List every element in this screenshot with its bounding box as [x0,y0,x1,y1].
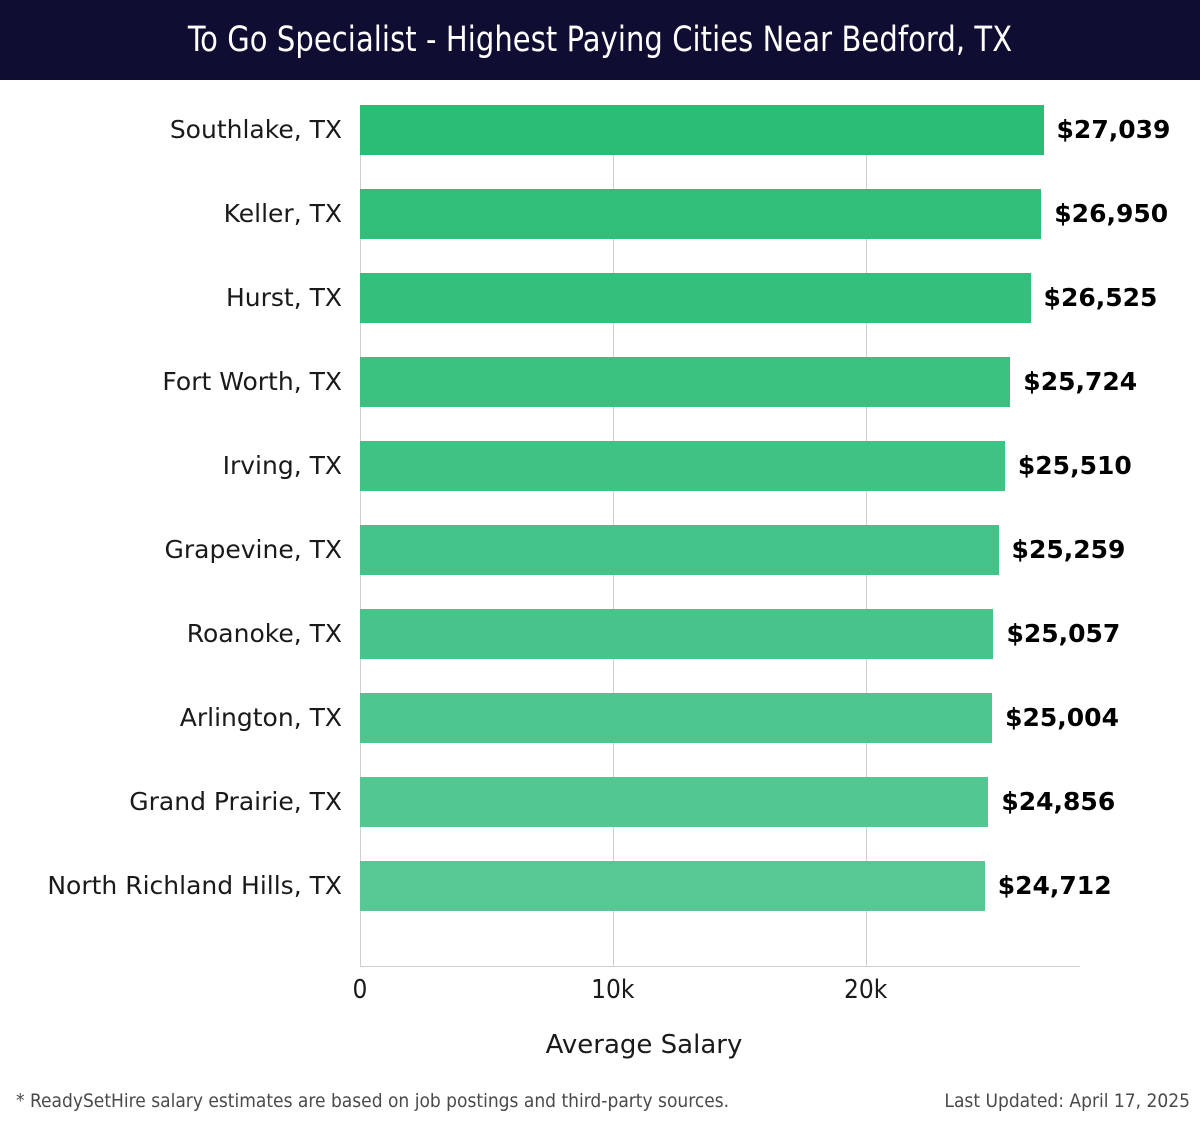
x-tick-label: 20k [843,975,888,1005]
bar-category-label: Grapevine, TX [164,535,342,564]
bar-value-label: $26,525 [1043,283,1158,312]
bar-chart: Southlake, TX $27,039 Keller, TX $26,950 Hur… [0,80,1200,1060]
bar-value-label: $27,039 [1056,115,1171,144]
bar-value-label: $25,004 [1005,703,1119,732]
footnote-text: * ReadySetHire salary estimates are base… [16,1090,730,1112]
bar[interactable] [360,525,999,575]
bar-value-label: $26,950 [1054,199,1169,228]
bar-value-label: $25,510 [1017,451,1132,480]
bar-value-label: $25,724 [1023,367,1138,396]
bar[interactable] [360,273,1031,323]
bar-category-label: Grand Prairie, TX [129,787,342,816]
bar-category-label: Keller, TX [223,199,342,228]
bar-category-label: Arlington, TX [179,703,342,732]
bar-category-label: Roanoke, TX [186,619,342,648]
bar-category-label: North Richland Hills, TX [47,871,342,900]
chart-row: Keller, TX $26,950 [0,189,1200,239]
bar[interactable] [360,693,993,743]
bar[interactable] [360,357,1011,407]
bar[interactable] [360,441,1005,491]
bar-value-label: $24,712 [997,871,1112,900]
bar-category-label: Hurst, TX [225,283,342,312]
bar[interactable] [360,861,985,911]
chart-row: Grapevine, TX $25,259 [0,525,1200,575]
bar-category-label: Fort Worth, TX [162,367,342,396]
page-title: To Go Specialist - Highest Paying Cities… [187,20,1013,60]
chart-row: Irving, TX $25,510 [0,441,1200,491]
x-axis-title: Average Salary [0,1030,1200,1060]
title-banner: To Go Specialist - Highest Paying Cities… [0,0,1200,80]
chart-row: Fort Worth, TX $25,724 [0,357,1200,407]
chart-footer: * ReadySetHire salary estimates are base… [0,1090,1200,1140]
x-tick-label: 10k [591,975,635,1005]
chart-row: Arlington, TX $25,004 [0,693,1200,743]
bar[interactable] [360,777,989,827]
chart-row: Southlake, TX $27,039 [0,105,1200,155]
x-axis-title-label: Average Salary [545,1030,743,1060]
chart-bars: Southlake, TX $27,039 Keller, TX $26,950 Hur… [0,80,1200,980]
bar-value-label: $24,856 [1001,787,1116,816]
bar[interactable] [360,609,994,659]
bar[interactable] [360,105,1044,155]
chart-row: Roanoke, TX $25,057 [0,609,1200,659]
x-tick-label: 0 [352,975,368,1005]
bar[interactable] [360,189,1042,239]
bar-category-label: Irving, TX [222,451,342,480]
last-updated-text: Last Updated: April 17, 2025 [944,1090,1190,1112]
bar-value-label: $25,259 [1011,535,1126,564]
bar-value-label: $25,057 [1006,619,1121,648]
chart-row: Grand Prairie, TX $24,856 [0,777,1200,827]
bar-category-label: Southlake, TX [169,115,342,144]
chart-row: North Richland Hills, TX $24,712 [0,861,1200,911]
chart-row: Hurst, TX $26,525 [0,273,1200,323]
